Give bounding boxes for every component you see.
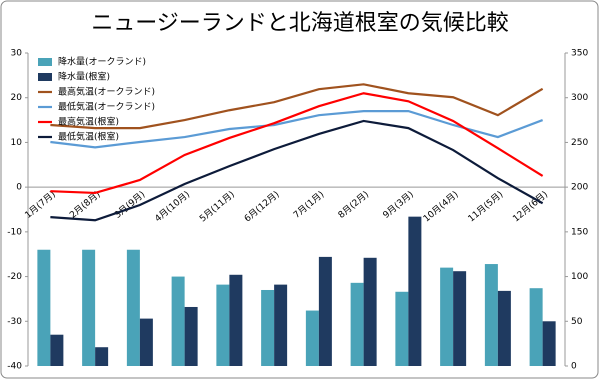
legend-label: 降水量(根室) bbox=[58, 71, 110, 83]
legend-label: 最低気温(根室) bbox=[58, 131, 119, 143]
bar bbox=[484, 264, 498, 366]
line bbox=[50, 110, 544, 149]
line bbox=[50, 119, 544, 222]
bar bbox=[305, 310, 319, 366]
y2-tick-label: 250 bbox=[571, 138, 588, 148]
bar bbox=[350, 282, 364, 366]
bar bbox=[229, 274, 243, 366]
bar bbox=[37, 249, 51, 366]
bar bbox=[395, 291, 409, 366]
legend-label: 降水量(オークランド) bbox=[58, 56, 146, 68]
bar bbox=[216, 284, 230, 366]
y2-tick-label: 350 bbox=[571, 49, 588, 59]
bar bbox=[542, 321, 556, 366]
y-tick-label: 20 bbox=[11, 93, 23, 103]
chart-title: ニュージーランドと北海道根室の気候比較 bbox=[91, 11, 509, 36]
line bbox=[50, 83, 544, 130]
bar bbox=[363, 257, 377, 366]
bar bbox=[261, 289, 275, 366]
bar bbox=[274, 284, 288, 366]
y2-tick-label: 100 bbox=[571, 272, 588, 282]
bar bbox=[95, 347, 109, 366]
legend-label: 最低気温(オークランド) bbox=[58, 101, 155, 113]
bar bbox=[82, 249, 96, 366]
y2-tick-label: 300 bbox=[571, 93, 588, 103]
y2-tick-label: 50 bbox=[571, 317, 583, 327]
line bbox=[50, 92, 544, 195]
y-tick-label: -10 bbox=[7, 227, 22, 237]
y-tick-label: 10 bbox=[11, 138, 23, 148]
bar bbox=[497, 290, 511, 366]
bar bbox=[171, 276, 185, 366]
y-tick-label: -40 bbox=[7, 362, 22, 372]
bar bbox=[408, 216, 422, 366]
y2-tick-label: 200 bbox=[571, 183, 588, 193]
bar bbox=[50, 334, 64, 366]
y2-tick-label: 0 bbox=[571, 362, 577, 372]
y-tick-label: 0 bbox=[16, 183, 22, 193]
bar bbox=[440, 267, 454, 366]
bar bbox=[453, 271, 467, 366]
legend-swatch bbox=[38, 58, 52, 66]
y2-tick-label: 150 bbox=[571, 227, 588, 237]
legend-label: 最高気温(根室) bbox=[58, 116, 119, 128]
bar bbox=[139, 318, 153, 366]
y-tick-label: -20 bbox=[7, 272, 22, 282]
bar bbox=[126, 249, 140, 366]
y-tick-label: -30 bbox=[7, 317, 22, 327]
y-tick-label: 30 bbox=[11, 49, 23, 59]
bar bbox=[184, 306, 198, 366]
legend-swatch bbox=[38, 73, 52, 81]
legend-label: 最高気温(オークランド) bbox=[58, 86, 155, 98]
bar bbox=[318, 256, 332, 366]
bar bbox=[529, 288, 543, 366]
